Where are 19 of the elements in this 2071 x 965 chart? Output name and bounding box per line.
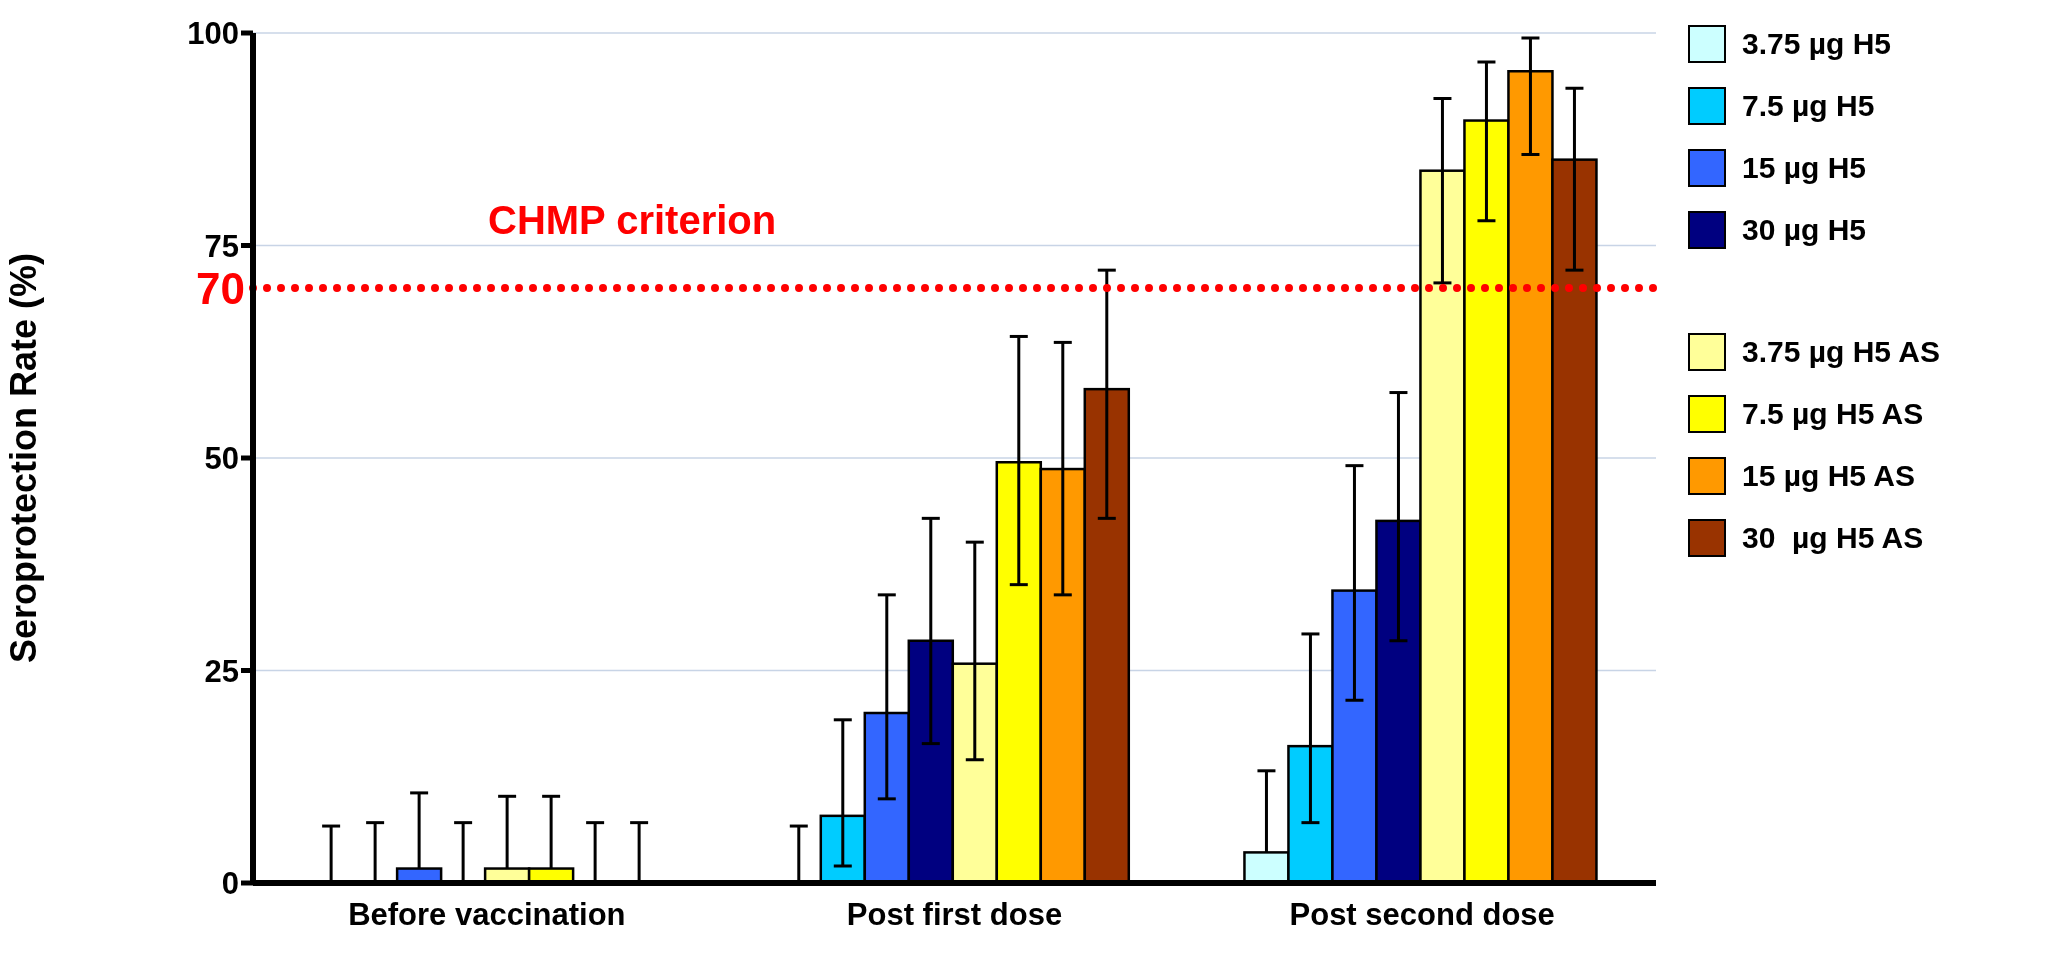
y-axis-title: Seroprotection Rate (%) xyxy=(2,252,44,664)
x-tick-label: Post second dose xyxy=(1289,897,1555,933)
y-tick-label: 25 xyxy=(204,653,239,689)
annotation: CHMP criterion xyxy=(488,198,777,243)
y-tick-label: 0 xyxy=(221,866,239,902)
ref-line-label: 70 xyxy=(196,263,245,313)
legend-label: 30 µg H5 AS xyxy=(1742,521,1924,555)
x-tick-label: Post first dose xyxy=(846,897,1063,933)
x-tick-label: Before vaccination xyxy=(348,897,626,933)
legend-label: 15 µg H5 AS xyxy=(1742,459,1915,493)
y-tick-label: 50 xyxy=(204,441,239,477)
legend-label: 3.75 µg H5 xyxy=(1742,27,1892,61)
legend-label: 15 µg H5 xyxy=(1742,151,1866,185)
y-tick-label: 100 xyxy=(187,16,239,52)
legend-label: 30 µg H5 xyxy=(1742,213,1866,247)
legend-label: 7.5 µg H5 xyxy=(1742,89,1875,123)
legend-label: 3.75 µg H5 AS xyxy=(1742,335,1940,369)
legend-label: 7.5 µg H5 AS xyxy=(1742,397,1924,431)
y-tick-label: 75 xyxy=(204,228,239,264)
